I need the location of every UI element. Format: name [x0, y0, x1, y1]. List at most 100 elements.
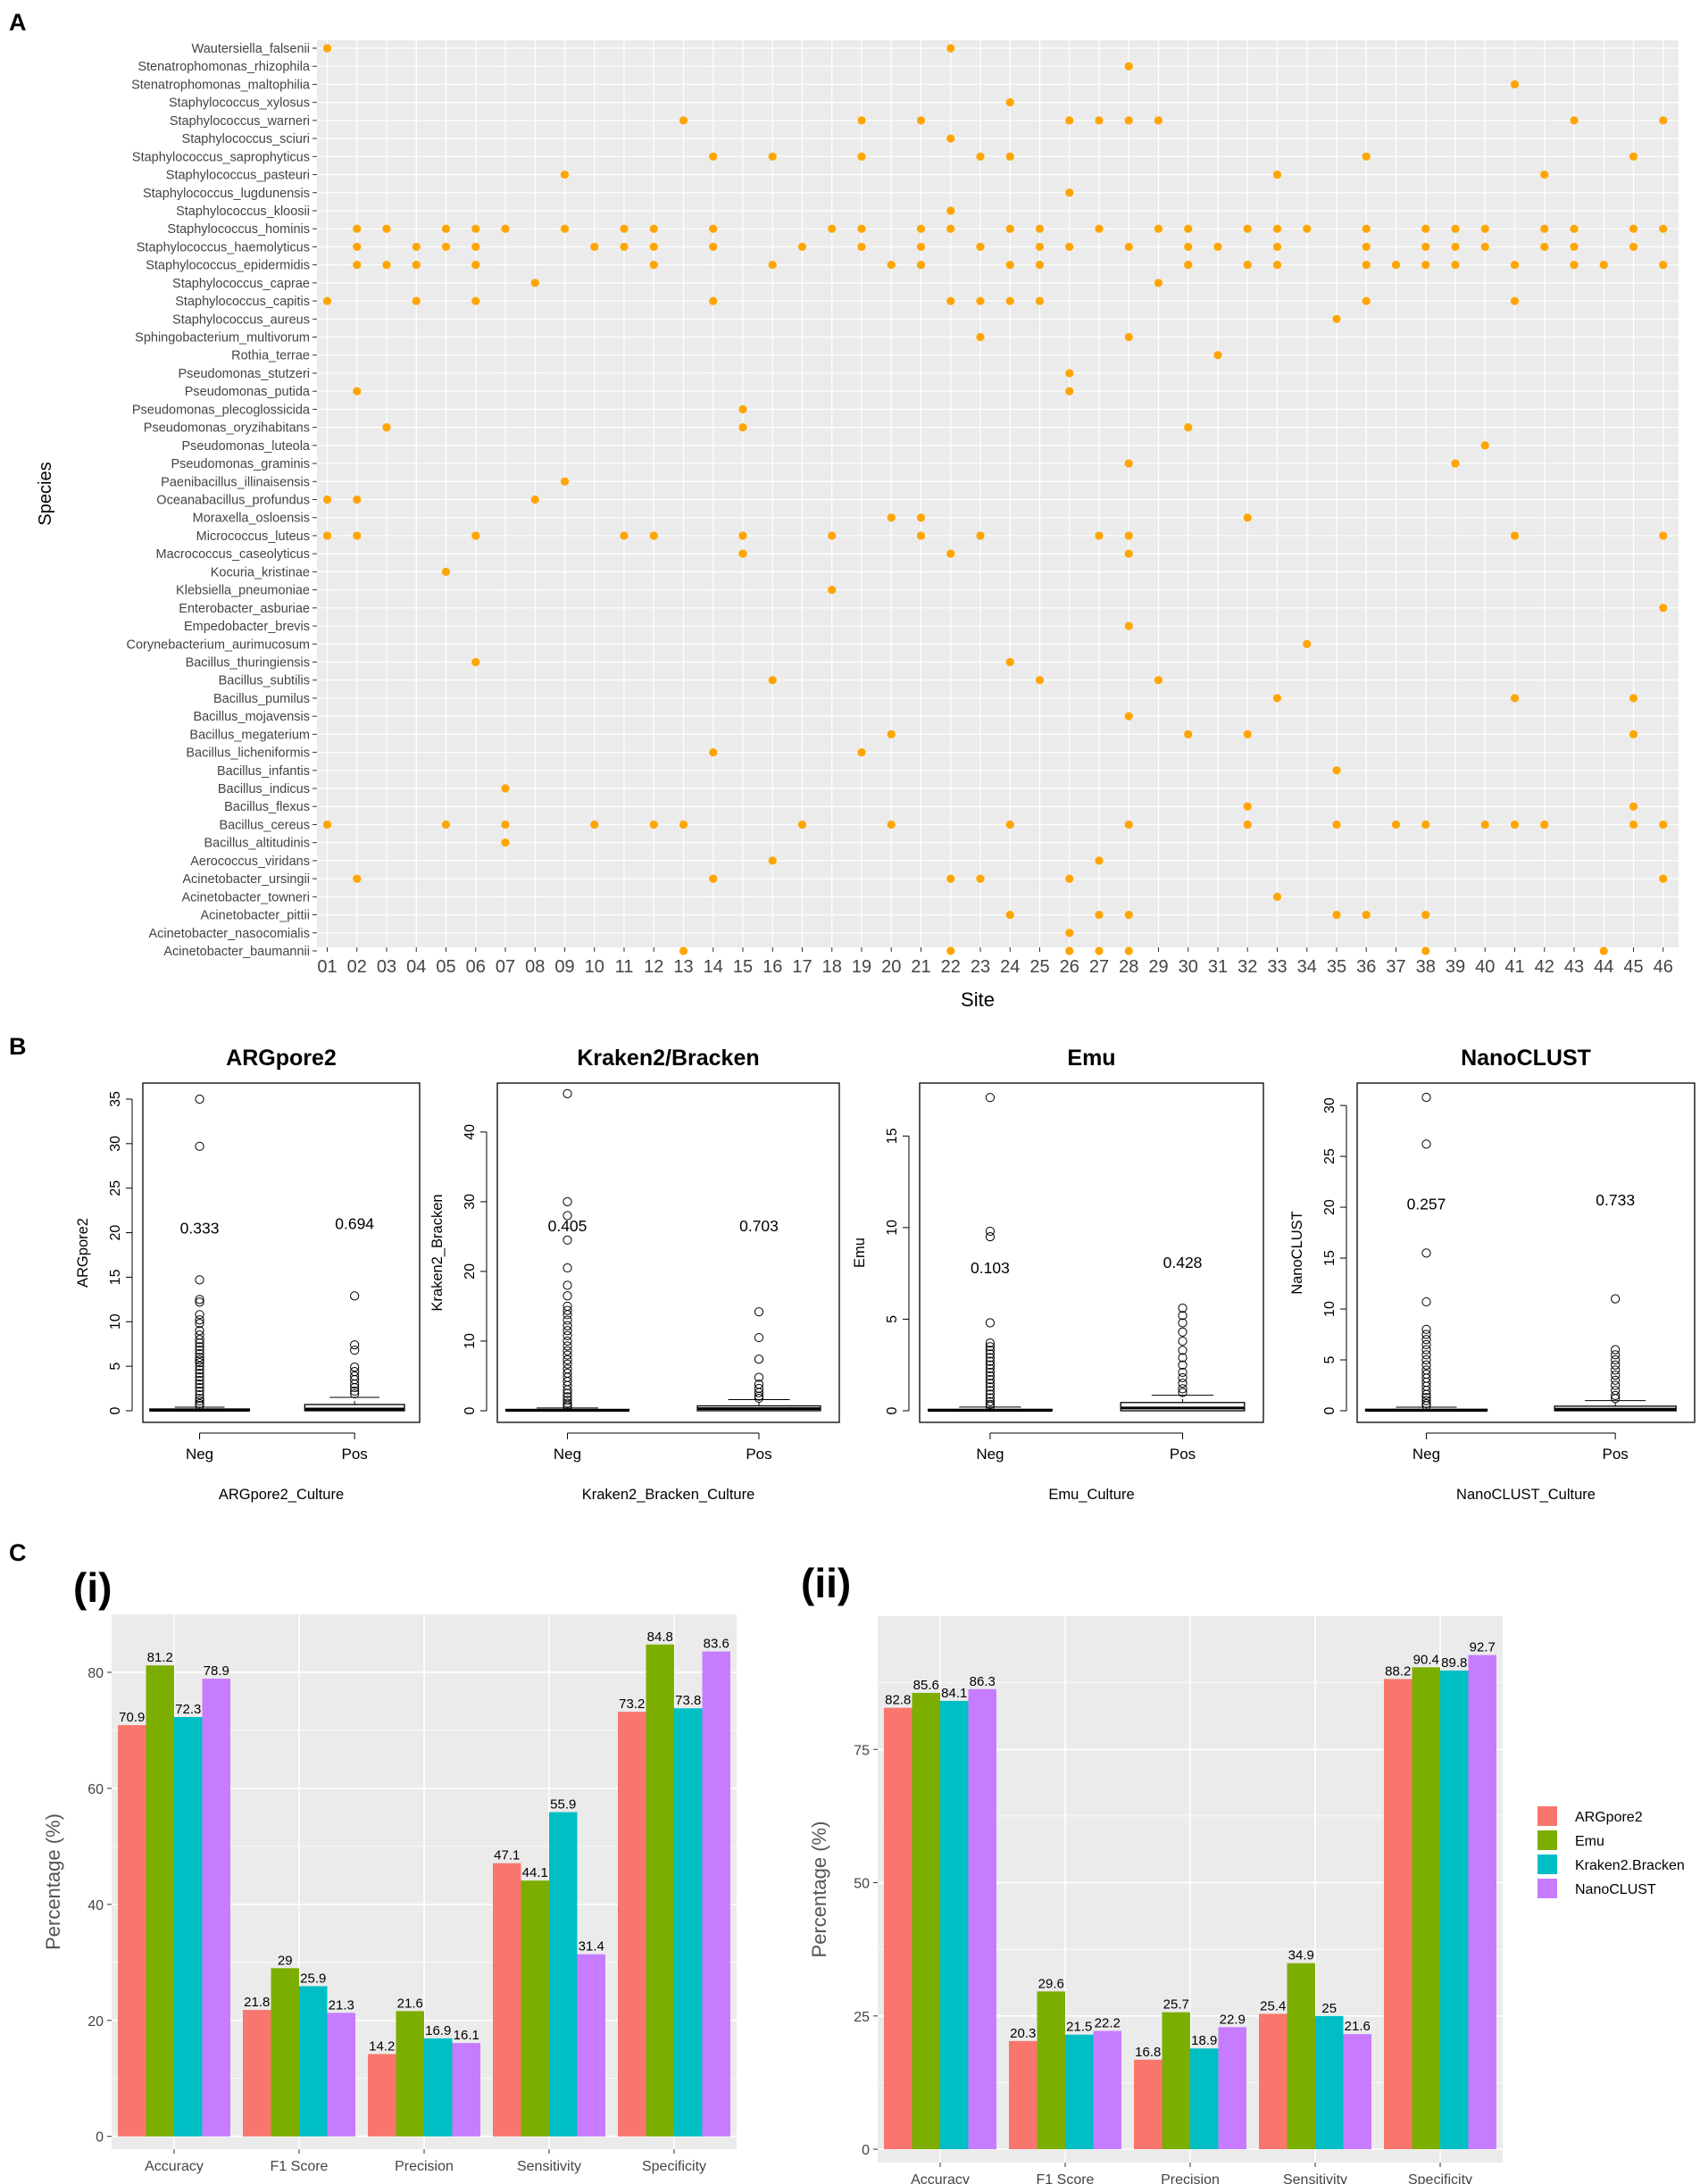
a-species-label: Bacillus_flexus: [224, 800, 310, 814]
a-site-label: 06: [466, 957, 486, 977]
panel-a-x-axis-title: Site: [961, 988, 995, 1011]
box-outlier: [350, 1382, 360, 1393]
box-outlier: [195, 1338, 204, 1348]
box-outlier: [1421, 1396, 1431, 1405]
box-x-axis-title: Kraken2_Bracken_Culture: [582, 1487, 755, 1503]
a-point: [946, 44, 955, 53]
box-outlier: [754, 1332, 764, 1343]
a-species-label: Paenibacillus_illinaisensis: [161, 475, 310, 489]
a-point: [887, 513, 896, 522]
a-site-label: 29: [1148, 957, 1168, 977]
a-point: [1005, 98, 1014, 107]
bar-ytick-label: 25: [854, 2010, 870, 2025]
box-y-axis-title: NanoCLUST: [1289, 1211, 1305, 1295]
a-point: [1124, 116, 1133, 125]
box-outlier: [195, 1375, 204, 1386]
a-point: [1095, 910, 1104, 920]
bar-value-label: 25.4: [1260, 1998, 1286, 2013]
box-outlier: [1178, 1367, 1188, 1378]
bar-ytick-label: 75: [854, 1743, 870, 1758]
a-point: [1362, 910, 1371, 920]
panel-a-species-labels: Wautersiella_falsenii Stenatrophomonas_rh…: [127, 42, 317, 959]
a-point: [382, 261, 391, 270]
a-point: [828, 586, 837, 595]
box-outlier: [754, 1355, 764, 1364]
box-outlier: [1421, 1398, 1431, 1409]
box-outlier: [1421, 1386, 1431, 1396]
a-site-label: 45: [1623, 957, 1643, 977]
a-point: [1124, 549, 1133, 558]
box-outlier: [1611, 1365, 1621, 1375]
a-point: [1065, 188, 1074, 197]
a-point: [1540, 242, 1549, 252]
a-species-label: Staphylococcus_warneri: [170, 114, 310, 129]
a-point: [738, 404, 747, 413]
box-outlier: [195, 1389, 204, 1400]
a-point: [1005, 910, 1014, 920]
a-site-label: 37: [1386, 957, 1405, 977]
a-site-label: 01: [317, 957, 337, 977]
box-outlier: [195, 1275, 204, 1285]
a-point: [412, 242, 421, 252]
a-site-label: 31: [1208, 957, 1228, 977]
box-outlier: [1178, 1336, 1188, 1346]
a-point: [441, 242, 451, 252]
bar-category-label: Specificity: [642, 2159, 706, 2174]
box-outlier: [562, 1088, 572, 1099]
boxplot-4: NanoCLUST 0 5 10 15 20 25 30 Neg Pos NanoCLUST_Cul…: [1289, 1046, 1696, 1503]
a-site-label: 09: [554, 957, 574, 977]
a-point: [946, 874, 955, 883]
a-site-label: 08: [525, 957, 545, 977]
a-point: [1540, 820, 1549, 829]
a-point: [1035, 242, 1045, 252]
a-point: [1184, 224, 1193, 233]
a-point: [1243, 224, 1252, 233]
a-point: [1124, 242, 1133, 252]
a-species-label: Staphylococcus_aureus: [172, 313, 310, 327]
box-outlier: [985, 1360, 996, 1370]
a-point: [1243, 261, 1252, 270]
box-ytick-label: 30: [462, 1194, 478, 1210]
a-species-label: Oceanabacillus_profundus: [156, 494, 310, 508]
a-point: [322, 820, 332, 829]
a-point: [1659, 224, 1668, 233]
a-point: [649, 261, 658, 270]
box-ytick-label: 20: [108, 1225, 123, 1241]
a-point: [1124, 332, 1133, 342]
a-point: [471, 242, 480, 252]
bar-ytick-label: 20: [88, 2014, 104, 2030]
box-outlier: [562, 1341, 572, 1351]
bar-category-label: Sensitivity: [1283, 2172, 1347, 2184]
a-point: [1629, 224, 1638, 233]
box-outlier: [562, 1305, 572, 1315]
a-point: [501, 224, 510, 233]
box-title: NanoCLUST: [1461, 1046, 1591, 1071]
a-point: [887, 729, 896, 738]
a-point: [1480, 242, 1489, 252]
bar-category-label: Accuracy: [911, 2172, 970, 2184]
a-point: [353, 531, 362, 540]
box-x-axis-title: NanoCLUST_Culture: [1456, 1487, 1596, 1503]
a-species-label: Staphylococcus_capitis: [175, 295, 310, 309]
a-point: [1243, 513, 1252, 522]
box-ytick-label: 10: [108, 1313, 123, 1330]
bar-category-label: Accuracy: [145, 2159, 204, 2174]
a-point: [1332, 910, 1341, 920]
legend-swatch: [1538, 1879, 1557, 1898]
a-site-label: 16: [762, 957, 782, 977]
a-point: [1005, 152, 1014, 161]
a-species-label: Stenatrophomonas_rhizophila: [138, 60, 311, 74]
a-point: [1272, 242, 1282, 252]
a-point: [649, 820, 658, 829]
bar: [1259, 2013, 1288, 2150]
panel-a-site-labels: 01 02 03 04 05 06 07 08 09 10 11 12 13 14 15 16 17 18 19 20…: [317, 947, 1673, 977]
box-outlier: [985, 1226, 996, 1237]
box-category-label: Pos: [1603, 1446, 1629, 1463]
legend-swatch: [1538, 1830, 1557, 1850]
a-site-label: 24: [1000, 957, 1020, 977]
box-annotation: 0.333: [180, 1220, 220, 1238]
a-point: [1510, 79, 1520, 89]
a-point: [353, 387, 362, 396]
a-species-label: Staphylococcus_epidermidis: [146, 259, 310, 273]
a-point: [1184, 729, 1193, 738]
